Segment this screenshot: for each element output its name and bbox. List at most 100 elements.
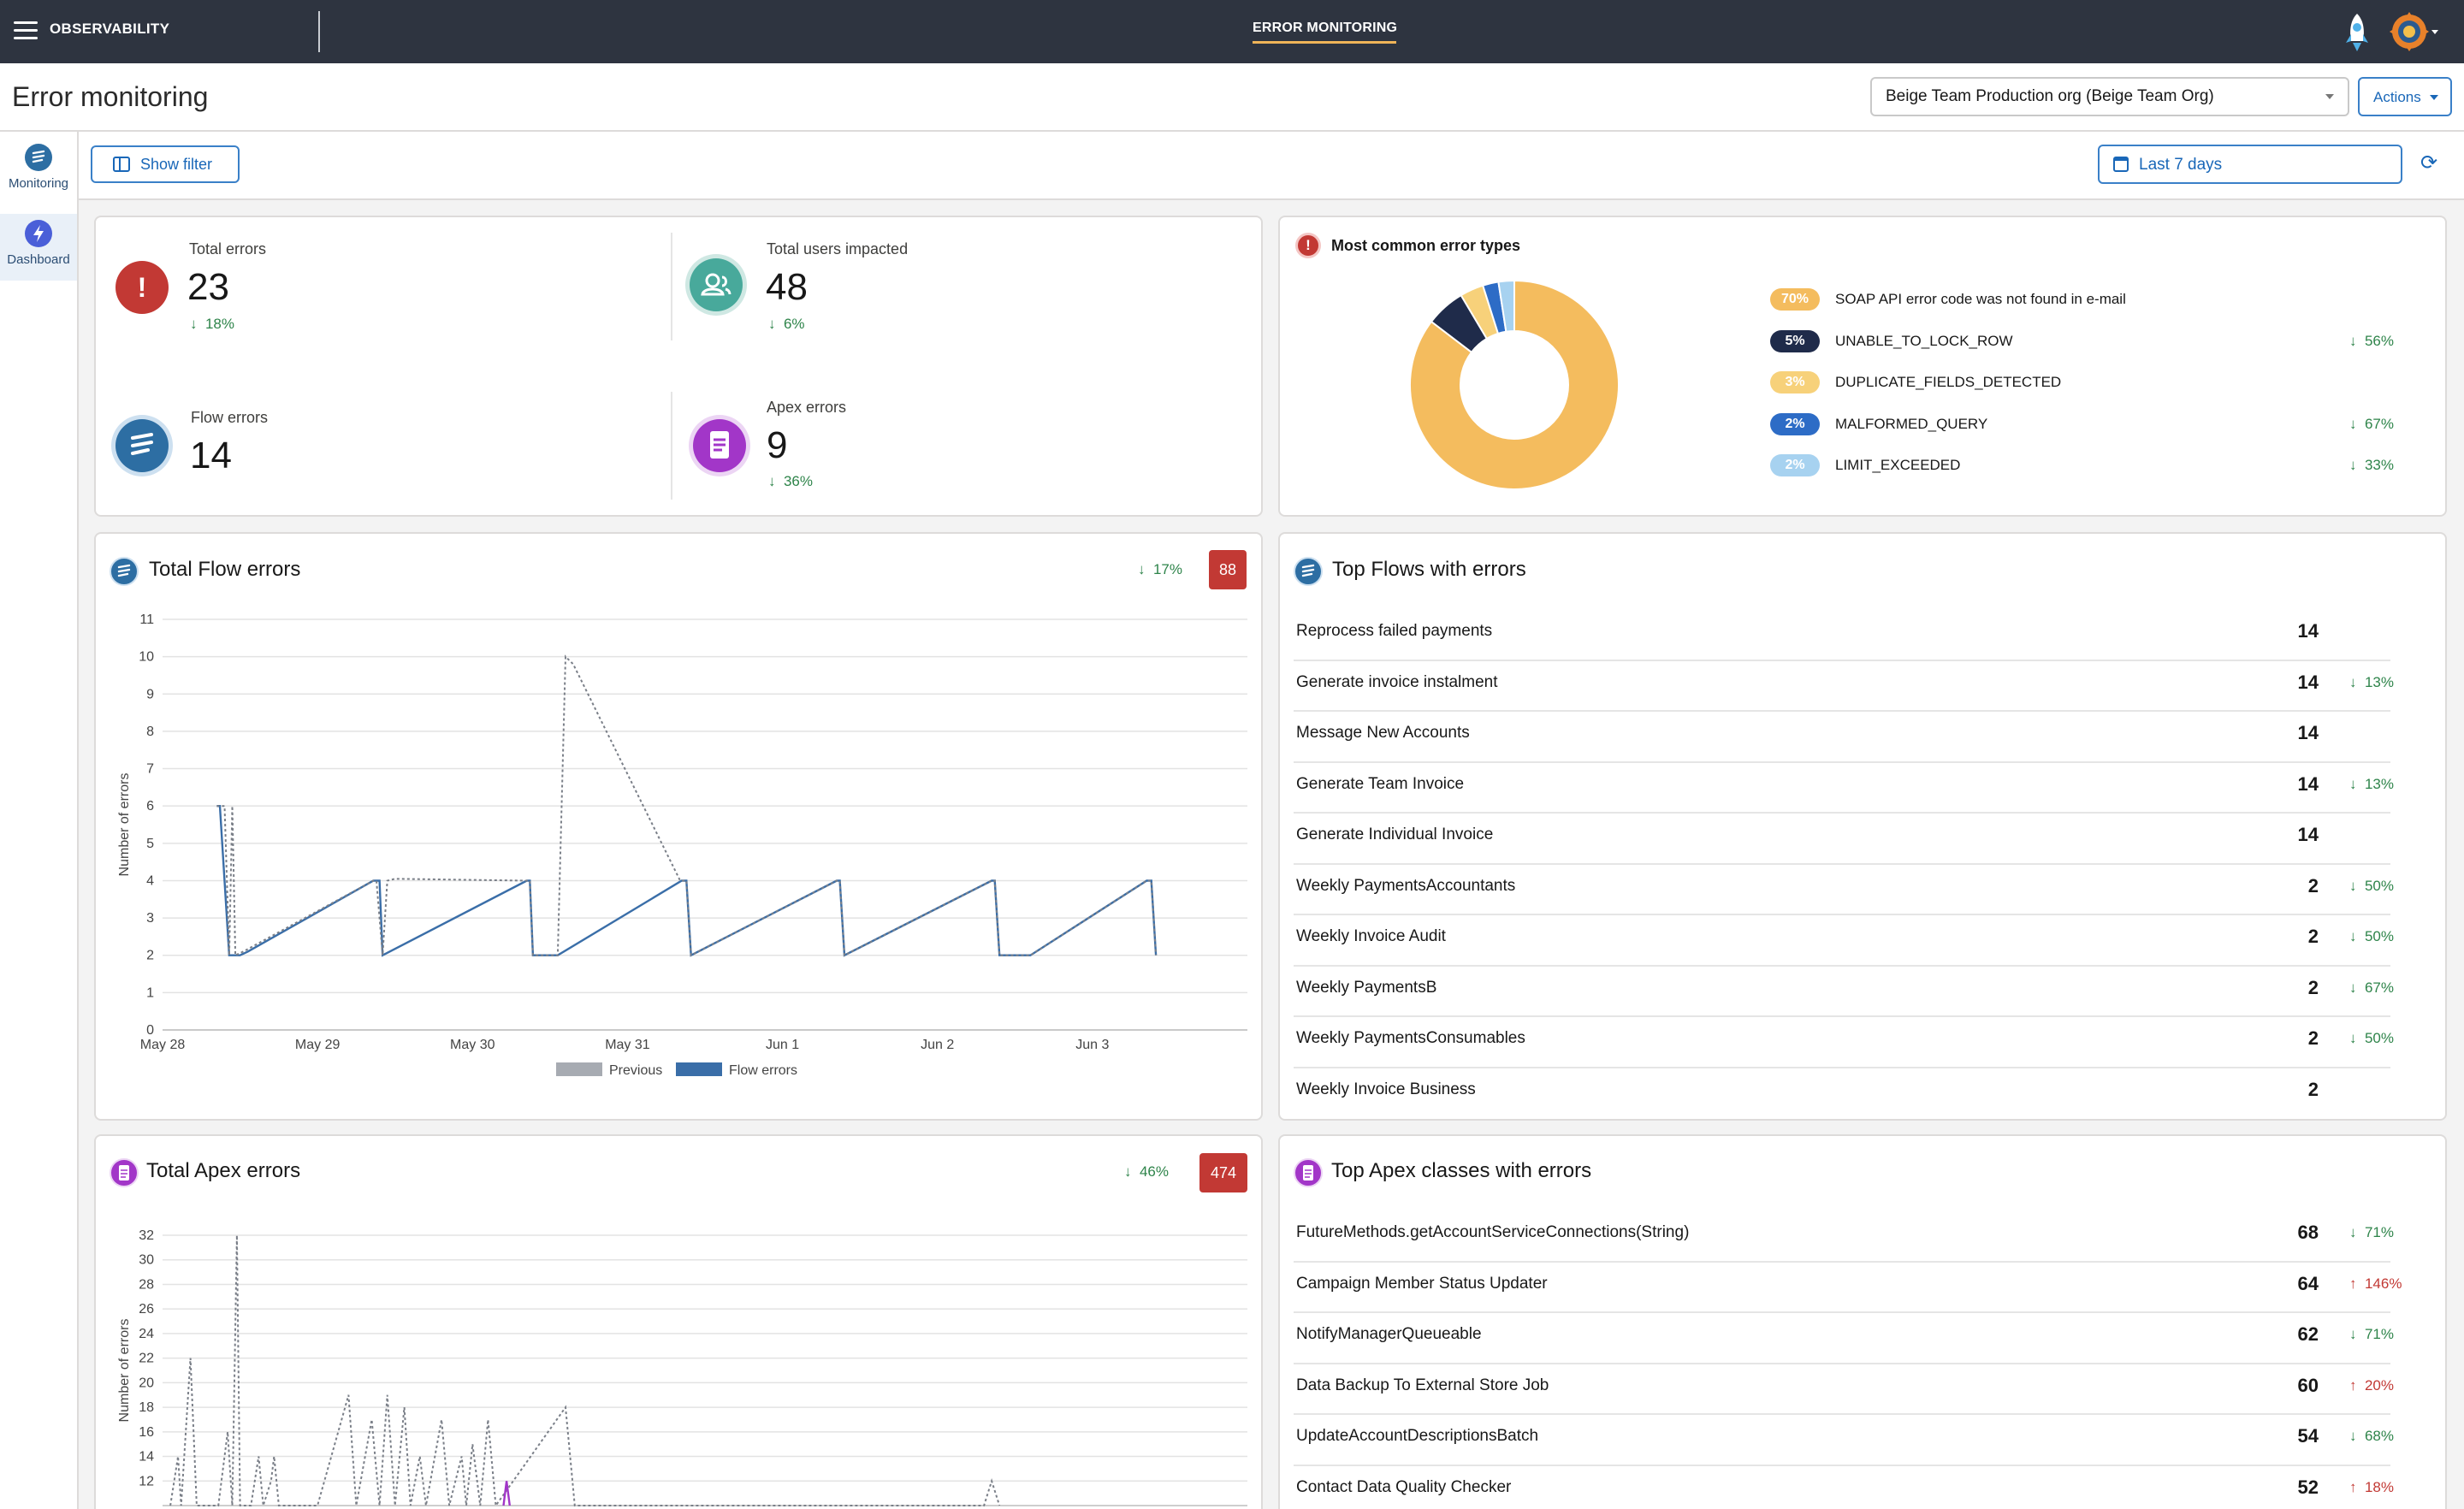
error-type-label[interactable]: UNABLE_TO_LOCK_ROW: [1835, 332, 2013, 349]
filter-toolbar: [79, 132, 2464, 200]
side-rail: [0, 132, 79, 1509]
row-divider: [1294, 862, 2390, 865]
row-trend: ↓ 67%: [2349, 979, 2394, 996]
row-value: 14: [2297, 722, 2319, 743]
y-tick-label: 11: [139, 612, 154, 627]
kpi-apex-errors-value: 9: [767, 424, 788, 466]
y-tick-label: 14: [139, 1450, 154, 1465]
error-type-label[interactable]: SOAP API error code was not found in e-m…: [1835, 291, 2126, 307]
error-type-label[interactable]: MALFORMED_QUERY: [1835, 415, 1988, 432]
error-types-donut-chart[interactable]: [1403, 274, 1626, 496]
kpi-apex-errors-label: Apex errors: [767, 399, 847, 416]
legend-swatch: [676, 1062, 722, 1076]
row-name: Weekly Invoice Business: [1296, 1080, 1476, 1098]
x-tick-label: May 30: [450, 1038, 495, 1052]
show-filter-button[interactable]: Show filter: [91, 145, 240, 183]
y-tick-label: 16: [139, 1425, 154, 1440]
apex-errors-count-badge[interactable]: 474: [1199, 1153, 1247, 1192]
row-value: 14: [2297, 671, 2319, 693]
sidebar-item-dashboard[interactable]: Dashboard: [0, 220, 77, 267]
page-title: Error monitoring: [12, 81, 209, 112]
error-type-label[interactable]: DUPLICATE_FIELDS_DETECTED: [1835, 374, 2062, 390]
actions-label: Actions: [2373, 89, 2421, 105]
flow-errors-line-chart[interactable]: 0 1 2 3 4 5 6 7 8 9 10 11 May 28 May 29 May 30 May 31 Ju…: [103, 599, 1258, 1095]
row-value: 52: [2297, 1476, 2319, 1498]
menu-icon[interactable]: [14, 21, 38, 40]
row-name: Generate Team Invoice: [1296, 774, 1465, 793]
flow-chart-title: Total Flow errors: [149, 558, 301, 581]
flow-icon: [116, 419, 169, 472]
x-tick-label: May 28: [140, 1038, 186, 1052]
nav-divider: [318, 11, 320, 52]
series-line[interactable]: [169, 1234, 1001, 1508]
top-flows-card: [1278, 532, 2447, 1121]
series-line[interactable]: [216, 654, 1158, 957]
row-value: 2: [2307, 874, 2319, 897]
sidebar-item-label: Dashboard: [7, 252, 70, 267]
kpi-card: [94, 216, 1263, 517]
row-value: 68: [2297, 1222, 2319, 1243]
row-trend: ↓ 13%: [2349, 775, 2394, 792]
x-tick-label: Jun 1: [766, 1038, 799, 1052]
apex-errors-line-chart[interactable]: 12 14 16 18 20 22 24 26 28 30 32 Number of errors: [103, 1198, 1258, 1509]
kpi-flow-errors-label: Flow errors: [191, 409, 269, 426]
sidebar-item-monitoring[interactable]: Monitoring: [0, 144, 77, 191]
arrow-down-icon: ↓: [2349, 415, 2357, 432]
row-divider: [1294, 760, 2390, 763]
kpi-divider: [671, 233, 672, 340]
row-value: 54: [2297, 1425, 2319, 1447]
date-range-button[interactable]: Last 7 days: [2098, 145, 2402, 184]
row-value: 64: [2297, 1272, 2319, 1294]
error-type-trend: ↓ 56%: [2349, 332, 2394, 349]
refresh-icon[interactable]: ⟳: [2420, 151, 2438, 175]
row-name: Data Backup To External Store Job: [1296, 1376, 1549, 1394]
y-tick-label: 18: [139, 1400, 154, 1415]
flow-icon: [1294, 557, 1323, 586]
y-tick-label: 20: [139, 1376, 154, 1390]
error-type-pill: 2%: [1770, 412, 1820, 435]
series-line[interactable]: [216, 805, 1158, 957]
donut-slice[interactable]: [1409, 279, 1620, 490]
alert-icon: !: [116, 261, 169, 314]
apex-doc-icon: [110, 1158, 139, 1187]
arrow-down-icon: ↓: [2349, 332, 2357, 349]
flow-chart-trend: ↓ 17%: [1138, 561, 1182, 577]
y-tick-label: 5: [146, 837, 154, 851]
error-type-trend: ↓ 67%: [2349, 415, 2394, 432]
rocket-icon[interactable]: [2341, 12, 2373, 53]
top-flows-title: Top Flows with errors: [1332, 558, 1526, 581]
y-tick-label: 24: [139, 1327, 154, 1341]
series-line[interactable]: [502, 1481, 511, 1506]
arrow-down-icon: ↓: [2349, 877, 2357, 894]
row-name: NotifyManagerQueueable: [1296, 1325, 1482, 1343]
row-trend: ↓ 71%: [2349, 1224, 2394, 1240]
error-type-pill: 5%: [1770, 329, 1820, 352]
table-row[interactable]: [1294, 917, 2431, 968]
row-divider: [1294, 1362, 2390, 1364]
arrow-up-icon: ↑: [2349, 1275, 2357, 1292]
org-select[interactable]: Beige Team Production org (Beige Team Or…: [1870, 77, 2349, 116]
row-trend: ↑ 146%: [2349, 1275, 2402, 1292]
error-type-label[interactable]: LIMIT_EXCEEDED: [1835, 457, 1961, 473]
chevron-down-icon: [2325, 94, 2334, 99]
top-apex-card: [1278, 1134, 2447, 1509]
arrow-down-icon: ↓: [2349, 1224, 2357, 1240]
actions-button[interactable]: Actions: [2358, 77, 2452, 116]
tab-error-monitoring[interactable]: ERROR MONITORING: [1253, 21, 1398, 35]
row-name: Campaign Member Status Updater: [1296, 1274, 1548, 1293]
table-row[interactable]: [1294, 968, 2431, 1020]
arrow-down-icon: ↓: [2349, 979, 2357, 996]
row-value: 2: [2307, 1078, 2319, 1100]
row-value: 60: [2297, 1374, 2319, 1396]
arrow-down-icon: ↓: [768, 316, 776, 332]
arrow-up-icon: ↑: [2349, 1376, 2357, 1394]
app-brand[interactable]: OBSERVABILITY: [50, 21, 170, 37]
users-icon: [690, 258, 743, 311]
arrow-down-icon: ↓: [1124, 1163, 1132, 1180]
table-row[interactable]: [1294, 765, 2431, 816]
org-select-value: Beige Team Production org (Beige Team Or…: [1886, 87, 2214, 105]
settings-gear-icon[interactable]: [2389, 10, 2440, 53]
y-tick-label: 1: [146, 985, 154, 1000]
y-tick-label: 0: [146, 1023, 154, 1038]
flow-errors-count-badge[interactable]: 88: [1209, 550, 1247, 589]
